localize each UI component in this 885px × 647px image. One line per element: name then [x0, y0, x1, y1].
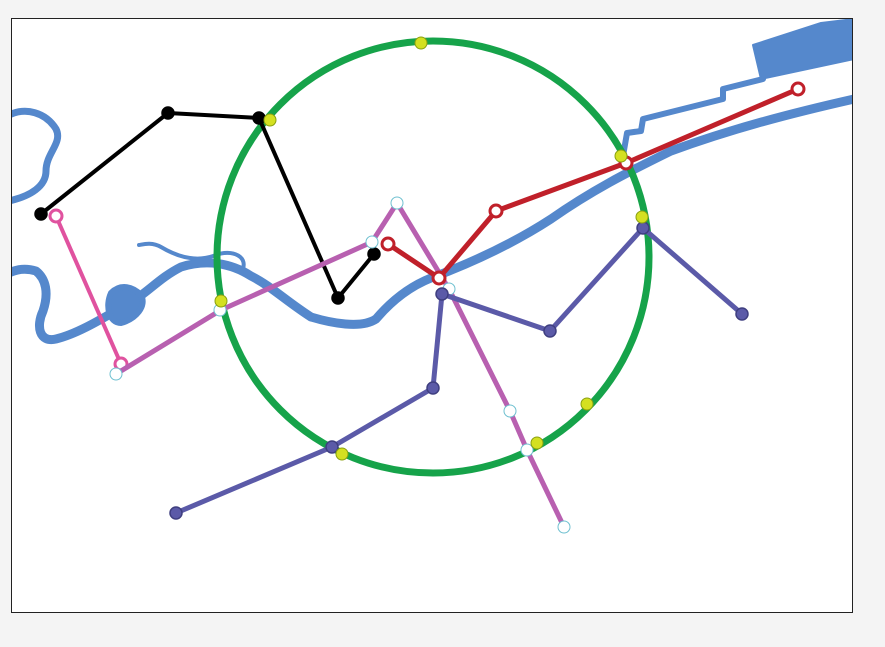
river-main-channel — [306, 94, 852, 329]
ring-line-station[interactable] — [614, 149, 628, 163]
magenta-line-station[interactable] — [520, 443, 534, 457]
black-line-station[interactable] — [331, 291, 345, 305]
magenta-line-track[interactable] — [114, 200, 567, 529]
purple-line[interactable] — [169, 221, 749, 520]
transit-map[interactable] — [12, 19, 853, 613]
ring-line-station[interactable] — [263, 113, 277, 127]
red-line-track[interactable] — [386, 86, 799, 281]
red-line-station[interactable] — [380, 236, 396, 252]
ring-line-station[interactable] — [335, 447, 349, 461]
river-west-branch-channel — [137, 241, 246, 275]
ring-line-station[interactable] — [530, 436, 544, 450]
ring-line-station[interactable] — [214, 294, 228, 308]
purple-line-station[interactable] — [735, 307, 749, 321]
black-line-station[interactable] — [367, 247, 381, 261]
red-line-station[interactable] — [488, 203, 504, 219]
purple-line-station[interactable] — [426, 381, 440, 395]
river-inlet — [105, 284, 146, 326]
black-line[interactable] — [34, 106, 381, 305]
magenta-line-station[interactable] — [557, 520, 571, 534]
ring-line-stations[interactable] — [214, 36, 649, 461]
purple-line-station[interactable] — [636, 221, 650, 235]
black-line-station[interactable] — [161, 106, 175, 120]
ring-line-track[interactable] — [213, 37, 653, 477]
ring-line-station[interactable] — [580, 397, 594, 411]
black-line-track[interactable] — [39, 111, 376, 300]
river-northwest-branch — [12, 108, 62, 204]
ring-line-station[interactable] — [414, 36, 428, 50]
magenta-line-station[interactable] — [503, 404, 517, 418]
ring-line[interactable] — [213, 37, 653, 477]
magenta-line-station[interactable] — [390, 196, 404, 210]
river-upper-branch — [620, 76, 766, 159]
river-estuary — [752, 19, 852, 80]
river-west-branch — [12, 258, 316, 345]
purple-line-station[interactable] — [435, 287, 449, 301]
map-frame — [11, 18, 853, 613]
magenta-line-station[interactable] — [365, 235, 379, 249]
magenta-line[interactable] — [109, 196, 571, 534]
purple-line-station[interactable] — [543, 324, 557, 338]
pink-line-station[interactable] — [48, 208, 64, 224]
black-line-station[interactable] — [34, 207, 48, 221]
pink-line-track[interactable] — [54, 215, 123, 365]
purple-line-station[interactable] — [169, 506, 183, 520]
river — [12, 19, 852, 345]
purple-line-station[interactable] — [325, 440, 339, 454]
magenta-line-station[interactable] — [109, 367, 123, 381]
red-line-station[interactable] — [431, 270, 447, 286]
black-line-station[interactable] — [252, 111, 266, 125]
red-line-station[interactable] — [790, 81, 806, 97]
ring-line-station[interactable] — [635, 210, 649, 224]
